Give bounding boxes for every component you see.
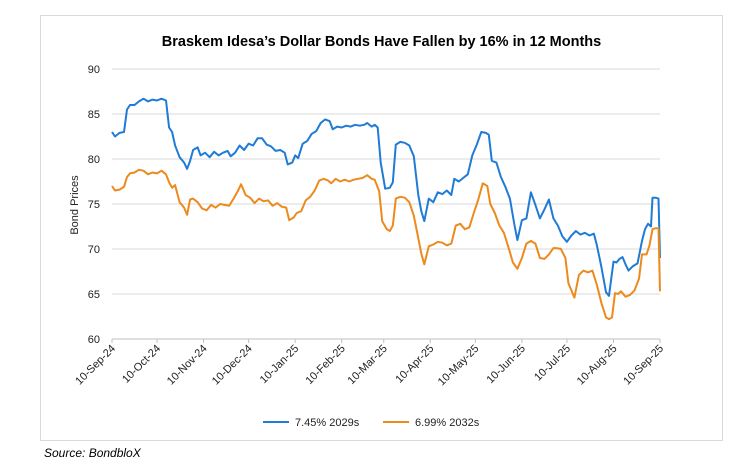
source-note: Source: BondbloX — [44, 446, 141, 460]
x-tick-label: 10-Dec-24 — [210, 343, 255, 388]
y-tick-label: 80 — [88, 154, 100, 166]
chart-frame: Braskem Idesa’s Dollar Bonds Have Fallen… — [40, 15, 723, 441]
y-tick-label: 70 — [88, 244, 100, 256]
x-tick-label: 10-Jan-25 — [258, 343, 302, 387]
series-line-1 — [111, 97, 661, 297]
y-tick-label: 85 — [88, 109, 100, 121]
series-lines — [111, 97, 661, 321]
chart-title: Braskem Idesa’s Dollar Bonds Have Fallen… — [161, 34, 602, 50]
x-tick-label: 10-Nov-24 — [165, 343, 210, 388]
legend-label: 7.45% 2029s — [295, 417, 360, 429]
x-tick-label: 10-Jun-25 — [484, 343, 528, 387]
x-tick-label: 10-Aug-25 — [575, 343, 620, 388]
gridlines — [112, 68, 660, 340]
y-tick-label: 90 — [88, 64, 100, 76]
y-tick-label: 75 — [88, 199, 100, 211]
x-tick-label: 10-May-25 — [436, 343, 482, 389]
y-axis-label: Bond Prices — [69, 175, 81, 235]
x-tick-label: 10-Feb-25 — [303, 343, 347, 387]
x-tick-labels: 10-Sep-24 10-Oct-24 10-Nov-24 10-Dec-24 10-J… — [73, 339, 666, 388]
x-tick-label: 10-Sep-25 — [621, 343, 666, 388]
legend-label: 6.99% 2032s — [415, 417, 480, 429]
x-tick-label: 10-Sep-24 — [73, 343, 118, 388]
y-tick-label: 65 — [88, 289, 100, 301]
x-tick-label: 10-Apr-25 — [393, 343, 436, 386]
series-line-2 — [111, 168, 661, 321]
y-tick-label: 60 — [88, 334, 100, 346]
x-tick-label: 10-Oct-24 — [120, 343, 163, 386]
x-tick-label: 10-Jul-25 — [532, 343, 573, 384]
legend: 7.45% 2029s 6.99% 2032s — [263, 417, 480, 429]
x-tick-label: 10-Mar-25 — [345, 343, 389, 387]
y-tick-labels: 60 65 70 75 80 85 90 — [88, 64, 100, 346]
